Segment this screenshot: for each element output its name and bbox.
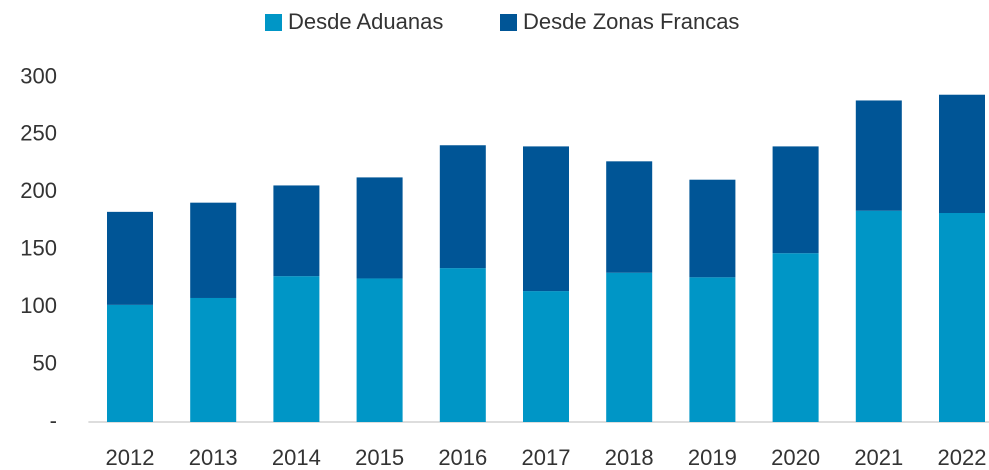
x-tick-label: 2012 bbox=[106, 445, 155, 470]
bar-segment bbox=[439, 145, 486, 269]
legend-label: Desde Zonas Francas bbox=[523, 9, 739, 34]
x-tick-label: 2014 bbox=[272, 445, 321, 470]
bar-segment bbox=[273, 276, 320, 422]
y-tick-label: 250 bbox=[20, 121, 57, 146]
bar-segment bbox=[689, 179, 736, 278]
bar-segment bbox=[606, 161, 653, 273]
bar-segment bbox=[939, 94, 985, 214]
x-tick-label: 2022 bbox=[938, 445, 987, 470]
y-tick-label: 50 bbox=[33, 350, 57, 375]
bar-segment bbox=[107, 211, 153, 305]
x-tick-label: 2013 bbox=[189, 445, 238, 470]
bar-segment bbox=[107, 304, 153, 422]
legend-label: Desde Aduanas bbox=[288, 9, 443, 34]
bar-segment bbox=[273, 185, 320, 277]
y-tick-label: 150 bbox=[20, 236, 57, 261]
y-tick-label: 200 bbox=[20, 178, 57, 203]
x-tick-label: 2015 bbox=[355, 445, 404, 470]
bar-segment bbox=[356, 177, 403, 279]
x-tick-label: 2019 bbox=[688, 445, 737, 470]
bar-segment bbox=[439, 268, 486, 422]
bar-segment bbox=[190, 297, 237, 422]
y-tick-label: 300 bbox=[20, 63, 57, 88]
bar-segment bbox=[772, 146, 819, 254]
legend-swatch bbox=[500, 14, 517, 31]
y-tick-label: - bbox=[50, 408, 57, 433]
x-tick-label: 2016 bbox=[438, 445, 487, 470]
bar-segment bbox=[523, 146, 569, 292]
bar-segment bbox=[190, 202, 237, 298]
legend-swatch bbox=[265, 14, 282, 31]
x-tick-label: 2021 bbox=[854, 445, 903, 470]
bar-segment bbox=[855, 100, 902, 211]
y-tick-label: 100 bbox=[20, 293, 57, 318]
bar-segment bbox=[689, 277, 736, 422]
bar-segment bbox=[356, 278, 403, 422]
bar-segment bbox=[606, 272, 653, 422]
x-tick-label: 2018 bbox=[605, 445, 654, 470]
x-tick-label: 2017 bbox=[522, 445, 571, 470]
bar-segment bbox=[939, 213, 985, 422]
bar-segment bbox=[772, 253, 819, 422]
x-tick-label: 2020 bbox=[771, 445, 820, 470]
bar-segment bbox=[855, 210, 902, 422]
bar-segment bbox=[523, 291, 569, 422]
